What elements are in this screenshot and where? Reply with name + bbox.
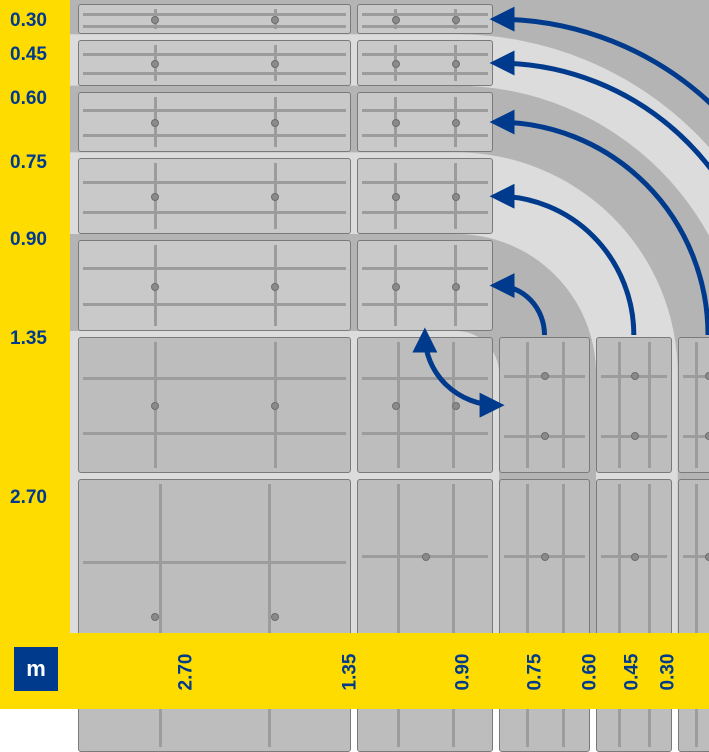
rotation-arrow	[497, 122, 708, 335]
y-axis-label: 2.70	[10, 487, 47, 509]
y-axis-label: 0.60	[10, 88, 47, 110]
y-axis: 0.30 0.45 0.60 0.75 0.90 1.35 2.70	[0, 0, 70, 633]
rotation-arrow	[497, 286, 544, 335]
unit-box: m	[14, 647, 58, 691]
x-axis-label: 0.45	[621, 654, 643, 691]
x-axis-label: 1.35	[339, 654, 361, 691]
y-axis-label: 0.30	[10, 10, 47, 32]
x-axis-label: 0.60	[579, 654, 601, 691]
y-axis-label: 1.35	[10, 328, 47, 350]
x-axis-label: 2.70	[175, 654, 197, 691]
panel-size-matrix-figure: 0.30 0.45 0.60 0.75 0.90 1.35 2.70 2.70 1.35 0.90…	[0, 0, 709, 709]
rotation-arrows	[0, 0, 709, 709]
y-axis-label: 0.90	[10, 229, 47, 251]
rotation-arrow	[425, 335, 497, 405]
y-axis-label: 0.45	[10, 44, 47, 66]
x-axis-label: 0.75	[524, 654, 546, 691]
x-axis-label: 0.90	[452, 654, 474, 691]
y-axis-label: 0.75	[10, 152, 47, 174]
x-axis: 2.70 1.35 0.90 0.75 0.60 0.45 0.30	[0, 633, 709, 709]
rotation-arrow	[497, 196, 634, 335]
x-axis-label: 0.30	[657, 654, 679, 691]
